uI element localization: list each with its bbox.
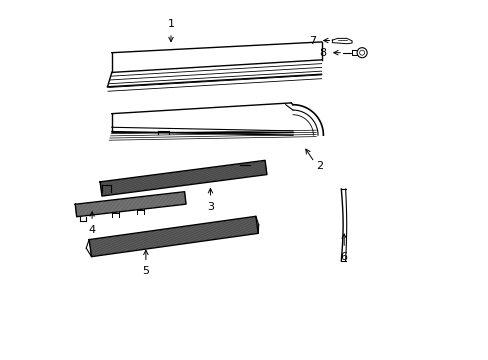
Polygon shape (332, 39, 351, 44)
Text: 4: 4 (88, 225, 96, 235)
Text: 5: 5 (142, 266, 149, 276)
Polygon shape (75, 192, 185, 217)
Polygon shape (100, 160, 266, 196)
Circle shape (359, 50, 364, 55)
Polygon shape (112, 42, 321, 72)
Polygon shape (351, 50, 358, 55)
Polygon shape (112, 103, 316, 132)
Polygon shape (89, 216, 258, 257)
Text: 8: 8 (319, 48, 325, 58)
Polygon shape (341, 189, 346, 261)
Text: 1: 1 (167, 19, 174, 30)
Text: 3: 3 (206, 202, 213, 212)
Text: 7: 7 (308, 36, 316, 45)
Text: 2: 2 (316, 161, 323, 171)
Circle shape (356, 48, 366, 58)
Text: 6: 6 (340, 252, 347, 262)
